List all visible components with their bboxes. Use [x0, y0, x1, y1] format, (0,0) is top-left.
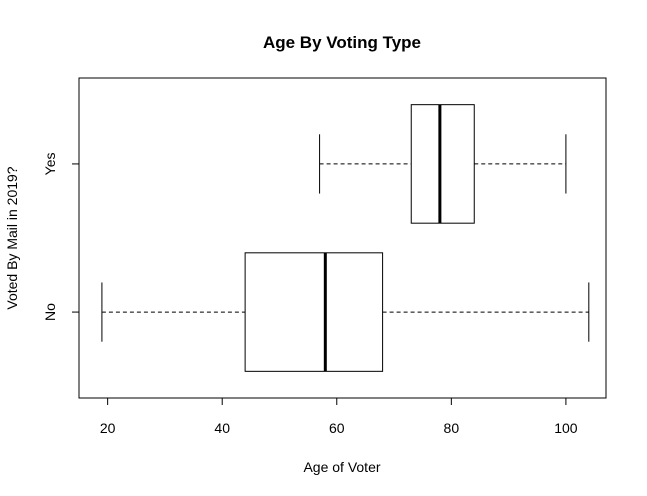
x-axis: 20 40 60 80 100 — [100, 397, 578, 436]
x-axis-label: Age of Voter — [303, 459, 380, 475]
iqr-box-no — [244, 252, 384, 372]
x-tick-label-20: 20 — [100, 420, 116, 436]
box-no — [101, 252, 590, 372]
y-axis-label: Voted By Mail in 2019? — [4, 166, 20, 309]
x-tick-label-80: 80 — [444, 420, 460, 436]
x-tick-label-40: 40 — [214, 420, 230, 436]
y-tick-label-no: No — [42, 303, 58, 321]
box-series — [101, 104, 590, 372]
chart-title: Age By Voting Type — [263, 33, 421, 52]
x-tick-label-100: 100 — [554, 420, 578, 436]
y-axis: No Yes — [42, 153, 80, 321]
y-tick-label-yes: Yes — [42, 153, 58, 176]
x-tick-label-60: 60 — [329, 420, 345, 436]
box-yes — [319, 104, 567, 224]
iqr-box-yes — [410, 104, 475, 224]
